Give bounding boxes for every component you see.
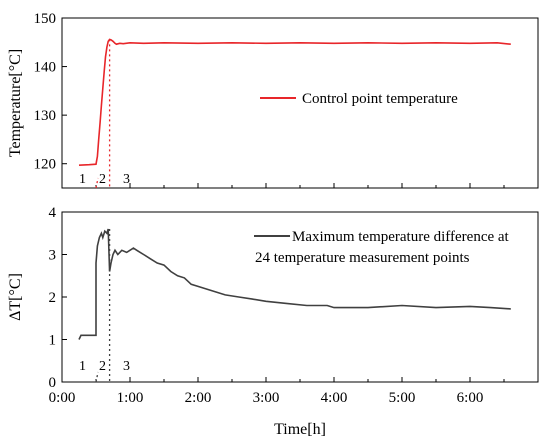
y-tick-label: 130 <box>34 108 57 124</box>
phase-boundary-1-2 <box>95 177 99 189</box>
x-tick-label: 2:00 <box>185 390 212 406</box>
x-tick-label: 4:00 <box>321 390 348 406</box>
delta-t-legend-label-line1: Maximum temperature difference at <box>292 229 510 245</box>
max-temperature-difference-line <box>78 228 511 340</box>
temperature-phase-label-2: 2 <box>99 172 106 187</box>
control-point-temperature-line <box>78 38 511 166</box>
delta-t-phase-label-3: 3 <box>123 359 130 374</box>
delta-t-y-ticks: 0 1 2 3 4 <box>49 205 67 391</box>
temperature-x-ticks <box>61 183 539 188</box>
y-tick-label: 3 <box>49 248 57 264</box>
y-tick-label: 120 <box>34 157 57 173</box>
x-tick-label: 6:00 <box>457 390 484 406</box>
temperature-phase-label-3: 3 <box>123 172 130 187</box>
y-tick-label: 4 <box>49 205 57 221</box>
delta-t-x-axis-label: Time[h] <box>274 421 326 438</box>
x-tick-label: 3:00 <box>253 390 280 406</box>
phase-boundary-1-2 <box>95 371 99 383</box>
x-tick-label: 0:00 <box>49 390 76 406</box>
temperature-legend-label: Control point temperature <box>302 91 458 107</box>
delta-t-phase-label-1: 1 <box>79 359 86 374</box>
delta-t-legend-label-line2: 24 temperature measurement points <box>255 250 470 266</box>
y-tick-label: 140 <box>34 60 57 76</box>
temperature-panel: 120 130 140 150 Control point temperature T… <box>7 11 539 189</box>
delta-t-phase-label-2: 2 <box>99 359 106 374</box>
y-tick-label: 0 <box>49 375 57 391</box>
x-tick-label: 1:00 <box>117 390 144 406</box>
delta-t-x-ticks: 0:00 1:00 2:00 3:00 4:00 5:00 6:00 <box>49 377 539 406</box>
y-tick-label: 1 <box>49 333 57 349</box>
temperature-phase-label-1: 1 <box>79 172 86 187</box>
delta-t-y-axis-label: ΔT[°C] <box>7 273 24 321</box>
y-tick-label: 150 <box>34 11 57 27</box>
temperature-phase-markers <box>95 39 111 189</box>
y-tick-label: 2 <box>49 290 57 306</box>
temperature-y-ticks: 120 130 140 150 <box>34 11 67 173</box>
temperature-y-axis-label: Temperature[°C] <box>7 49 24 157</box>
x-tick-label: 5:00 <box>389 390 416 406</box>
